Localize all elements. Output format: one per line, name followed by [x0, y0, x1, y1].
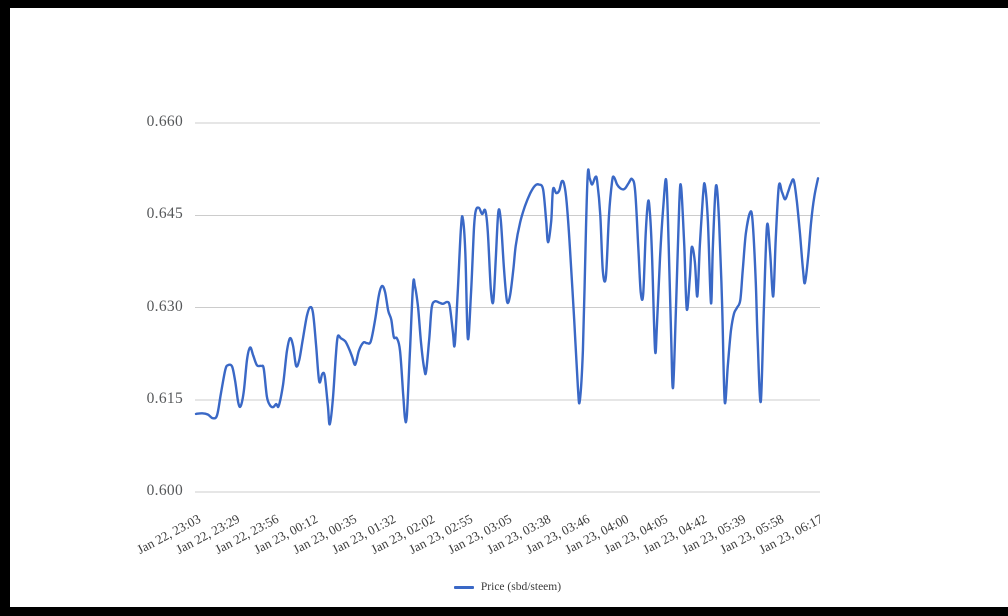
y-tick-label: 0.645 — [146, 205, 183, 223]
legend-label: Price (sbd/steem) — [480, 581, 562, 593]
frame-border-bottom — [0, 607, 1008, 616]
y-tick-label: 0.630 — [146, 297, 183, 315]
y-tick-label: 0.615 — [146, 389, 183, 407]
series-line[interactable] — [194, 168, 820, 426]
legend-line-swatch — [453, 585, 474, 589]
frame-border-top — [0, 0, 1008, 8]
legend[interactable]: Price (sbd/steem) — [195, 581, 820, 593]
y-tick-label: 0.660 — [146, 113, 183, 130]
y-tick-label: 0.600 — [146, 482, 183, 499]
frame-border-left — [0, 0, 10, 616]
